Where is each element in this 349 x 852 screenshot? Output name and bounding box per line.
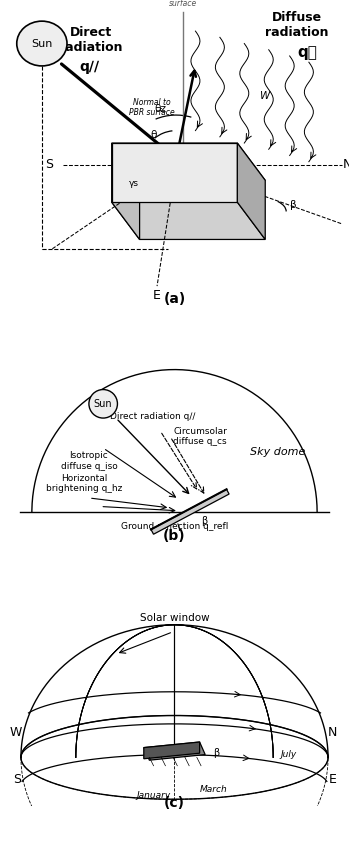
Text: Diffuse
radiation: Diffuse radiation (265, 11, 328, 39)
Text: (b): (b) (163, 529, 186, 544)
Polygon shape (151, 489, 229, 534)
Text: Sky dome: Sky dome (250, 447, 305, 458)
Text: Ground reflection q_refl: Ground reflection q_refl (121, 522, 228, 531)
Polygon shape (112, 143, 237, 202)
Text: q∕∕: q∕∕ (79, 60, 99, 74)
Polygon shape (144, 742, 200, 759)
Text: Direct radiation q∕∕: Direct radiation q∕∕ (110, 412, 196, 421)
Text: Isotropic
diffuse q_iso: Isotropic diffuse q_iso (60, 452, 117, 470)
Text: W: W (9, 726, 22, 739)
Text: January: January (136, 791, 171, 799)
Text: β: β (290, 200, 296, 210)
Text: β: β (201, 515, 207, 526)
Text: Normal to horizontal
surface: Normal to horizontal surface (144, 0, 222, 8)
Text: β: β (213, 748, 220, 758)
Text: March: March (200, 785, 228, 794)
Text: E: E (153, 289, 161, 302)
Text: S: S (13, 774, 21, 786)
Text: N: N (343, 158, 349, 171)
Text: Normal to
PBR surface: Normal to PBR surface (129, 98, 175, 117)
Polygon shape (237, 143, 265, 239)
Text: Sun: Sun (94, 399, 112, 409)
Text: q⌢: q⌢ (297, 45, 317, 60)
Text: July: July (281, 750, 297, 759)
Text: S: S (45, 158, 53, 171)
Text: N: N (328, 726, 337, 739)
Circle shape (17, 21, 67, 66)
Text: Sun: Sun (31, 38, 53, 49)
Polygon shape (112, 143, 265, 181)
Text: Solar window: Solar window (140, 613, 209, 623)
Polygon shape (112, 143, 140, 239)
Text: θ: θ (150, 130, 157, 141)
Text: (c): (c) (164, 797, 185, 810)
Text: W: W (260, 91, 270, 101)
Circle shape (89, 389, 118, 418)
Text: Circumsolar
diffuse q_cs: Circumsolar diffuse q_cs (173, 427, 227, 446)
Text: γs: γs (129, 179, 139, 188)
Text: Horizontal
brightening q_hz: Horizontal brightening q_hz (46, 474, 123, 493)
Text: E: E (328, 774, 336, 786)
Text: Direct
radiation: Direct radiation (59, 26, 122, 55)
Polygon shape (112, 202, 265, 239)
Text: (a): (a) (163, 292, 186, 307)
Polygon shape (144, 742, 205, 760)
Text: θz: θz (155, 104, 166, 114)
